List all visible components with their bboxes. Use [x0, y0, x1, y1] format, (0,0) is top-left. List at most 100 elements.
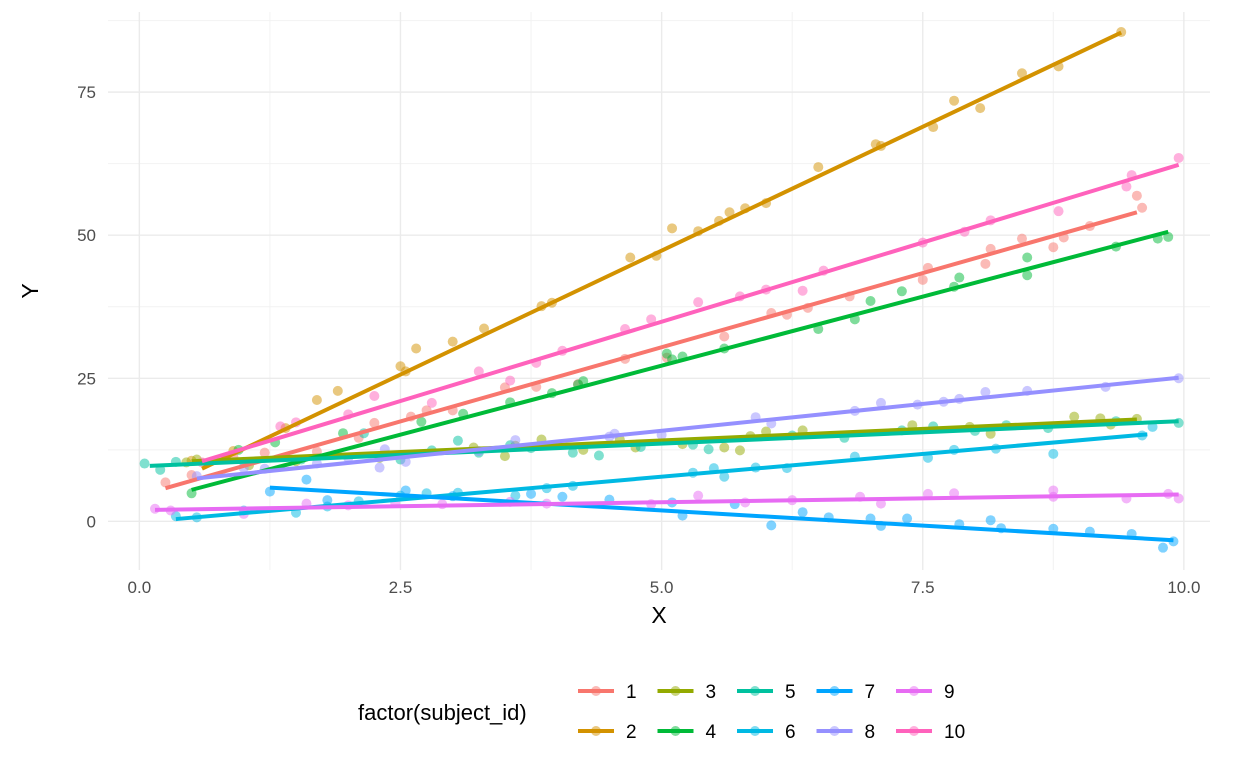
fit-line-series-1: [164, 210, 1138, 491]
data-point-series-7: [301, 474, 312, 485]
data-point-series-2: [332, 385, 343, 396]
legend-key-point-7: [829, 686, 840, 696]
fit-line-series-3: [191, 417, 1137, 464]
data-point-series-4: [1022, 270, 1033, 281]
data-point-series-1: [259, 447, 270, 458]
legend-label-5: 5: [785, 682, 796, 703]
data-point-series-6: [719, 471, 730, 482]
data-point-series-3: [719, 442, 730, 453]
data-point-series-10: [505, 375, 516, 386]
legend-key-point-6: [750, 726, 760, 736]
fit-line-series-8: [196, 375, 1179, 481]
fit-lines: [149, 30, 1180, 543]
fit-line-series-2: [201, 30, 1123, 471]
legend-key-point-8: [829, 726, 840, 736]
data-point-series-7: [1157, 542, 1168, 553]
data-point-series-10: [1053, 206, 1064, 217]
grid: [108, 12, 1210, 570]
legend-key-point-5: [750, 686, 760, 696]
legend-key-point-9: [909, 686, 919, 696]
data-point-series-8: [875, 397, 886, 408]
data-point-series-5: [139, 458, 150, 469]
data-point-series-2: [724, 207, 735, 218]
legend-key-point-2: [591, 726, 601, 736]
y-tick-label: 50: [77, 226, 96, 245]
data-point-series-10: [369, 391, 380, 402]
x-tick-label: 7.5: [911, 578, 935, 597]
data-point-series-2: [949, 95, 960, 106]
data-point-series-4: [416, 416, 427, 427]
data-point-series-6: [1048, 448, 1059, 459]
data-point-series-4: [896, 286, 907, 297]
data-point-series-4: [1022, 252, 1033, 263]
data-point-series-2: [479, 323, 490, 334]
data-point-series-3: [499, 451, 510, 462]
data-point-series-2: [975, 103, 986, 114]
legend-title: factor(subject_id): [358, 700, 527, 725]
data-point-series-10: [1173, 152, 1184, 163]
data-point-series-10: [1121, 181, 1132, 192]
data-point-series-8: [374, 462, 385, 473]
data-point-series-10: [426, 397, 437, 408]
data-point-series-7: [902, 513, 913, 524]
data-point-series-8: [980, 387, 991, 398]
y-tick-label: 75: [77, 83, 96, 102]
fit-line-series-7: [269, 485, 1174, 543]
data-point-series-1: [160, 477, 171, 488]
y-axis-title: Y: [17, 283, 43, 298]
data-point-series-5: [452, 435, 463, 446]
data-point-series-5: [703, 444, 714, 455]
legend: factor(subject_id) 1 2 3 4 5 6 7 8 9 10: [358, 682, 965, 743]
legend-label-8: 8: [865, 722, 876, 743]
data-point-series-9: [693, 490, 704, 501]
legend-label-4: 4: [706, 722, 717, 743]
data-point-series-7: [985, 515, 996, 526]
data-point-series-4: [865, 296, 876, 307]
x-tick-label: 0.0: [128, 578, 152, 597]
legend-key-point-1: [591, 686, 601, 696]
data-point-series-4: [954, 272, 965, 283]
data-point-series-1: [1016, 233, 1027, 244]
x-tick-label: 10.0: [1167, 578, 1200, 597]
fit-line-series-4: [191, 229, 1169, 492]
legend-key-point-3: [670, 686, 681, 696]
data-point-series-10: [797, 285, 808, 296]
x-axis-title: X: [651, 602, 666, 628]
legend-key-point-10: [909, 726, 919, 736]
data-point-series-1: [719, 331, 730, 342]
data-point-series-9: [875, 498, 886, 509]
data-point-series-1: [980, 258, 991, 269]
data-point-series-1: [917, 274, 928, 285]
fit-line-series-5: [149, 419, 1179, 468]
data-point-series-1: [369, 417, 380, 428]
data-point-series-2: [625, 252, 636, 263]
data-point-series-7: [526, 488, 537, 499]
data-point-series-10: [693, 297, 704, 308]
data-point-series-10: [473, 366, 484, 377]
legend-label-1: 1: [626, 682, 637, 703]
data-point-series-7: [322, 495, 333, 506]
fit-line-series-10: [201, 162, 1180, 464]
data-point-series-7: [557, 491, 568, 502]
data-point-series-8: [400, 456, 411, 467]
x-tick-label: 2.5: [389, 578, 413, 597]
fit-line-series-9: [154, 492, 1179, 512]
y-tick-label: 0: [87, 512, 96, 531]
data-point-series-2: [447, 336, 458, 347]
data-point-series-1: [1137, 202, 1148, 213]
data-point-series-2: [411, 343, 422, 354]
legend-key-point-4: [670, 726, 681, 736]
data-point-series-1: [1131, 190, 1142, 201]
data-point-series-2: [311, 395, 322, 406]
legend-label-2: 2: [626, 722, 637, 743]
data-point-series-2: [1016, 68, 1027, 79]
legend-label-3: 3: [706, 682, 717, 703]
data-point-series-10: [646, 314, 657, 325]
tick-labels: 0.0 2.5 5.0 7.5 10.0 0 25 50 75: [77, 83, 1200, 597]
data-point-series-7: [797, 507, 808, 518]
legend-label-10: 10: [944, 722, 965, 743]
fit-line-series-6: [175, 432, 1148, 522]
legend-label-6: 6: [785, 722, 796, 743]
data-point-series-5: [567, 447, 578, 458]
